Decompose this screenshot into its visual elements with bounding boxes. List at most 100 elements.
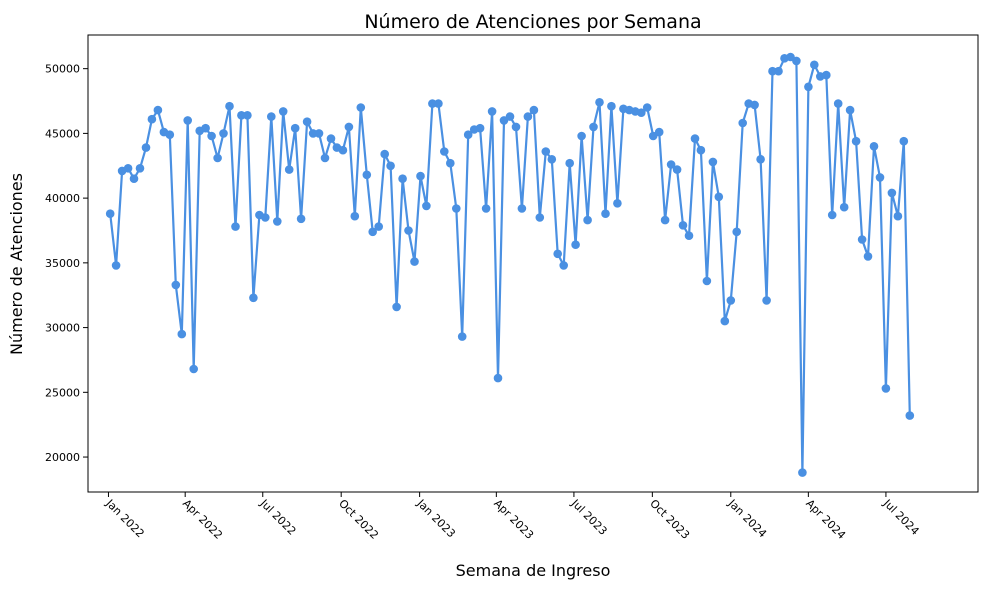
data-point xyxy=(249,293,258,303)
data-point xyxy=(290,123,300,133)
x-tick-label: Jul 2022 xyxy=(257,496,299,538)
data-point xyxy=(475,123,485,133)
data-point xyxy=(851,136,861,146)
data-point xyxy=(893,211,903,221)
data-point xyxy=(583,215,592,225)
data-point xyxy=(845,105,855,115)
data-point xyxy=(899,136,909,146)
data-point xyxy=(666,160,676,169)
data-point xyxy=(302,117,312,126)
chart-title: Número de Atenciones por Semana xyxy=(364,11,701,33)
plot-frame xyxy=(87,34,979,493)
x-tick-label: Jul 2023 xyxy=(568,496,610,538)
data-point xyxy=(284,165,294,174)
data-point xyxy=(857,235,867,244)
data-point xyxy=(678,221,688,230)
data-point xyxy=(708,157,718,167)
data-point xyxy=(762,296,771,305)
data-point xyxy=(511,122,521,132)
data-point xyxy=(541,147,551,156)
data-point xyxy=(219,129,228,138)
y-tick-label: 40000 xyxy=(45,192,80,205)
data-point xyxy=(225,101,234,111)
data-point xyxy=(732,227,741,237)
data-point xyxy=(589,122,598,132)
data-point xyxy=(690,134,700,143)
data-point xyxy=(869,142,879,151)
data-point xyxy=(905,411,915,420)
data-point xyxy=(273,217,282,226)
data-point xyxy=(171,280,181,290)
data-point xyxy=(493,373,503,383)
data-point xyxy=(684,231,694,240)
data-point xyxy=(338,145,348,155)
data-point xyxy=(601,209,610,218)
data-point xyxy=(105,209,115,218)
data-point xyxy=(887,188,897,198)
y-tick-label: 30000 xyxy=(45,322,80,335)
data-point xyxy=(189,364,198,374)
data-point xyxy=(177,329,187,339)
data-point xyxy=(344,122,354,132)
data-point xyxy=(446,158,455,168)
data-point xyxy=(201,123,210,133)
data-point xyxy=(565,158,574,168)
data-point xyxy=(702,276,712,286)
data-point xyxy=(416,171,425,181)
data-point xyxy=(434,99,443,108)
data-point xyxy=(129,174,139,183)
data-point xyxy=(368,227,378,237)
data-point xyxy=(111,261,121,270)
data-point xyxy=(422,201,431,211)
data-point xyxy=(839,202,849,212)
x-tick-label: Jan 2022 xyxy=(103,496,147,540)
data-point xyxy=(123,164,133,173)
y-tick-label: 35000 xyxy=(45,257,80,270)
data-point xyxy=(571,240,580,249)
data-point xyxy=(637,108,646,117)
x-tick-label: Oct 2022 xyxy=(336,497,381,542)
data-point xyxy=(696,145,706,155)
data-point xyxy=(535,213,545,222)
data-point xyxy=(613,199,622,208)
data-point xyxy=(822,70,831,80)
data-point xyxy=(875,173,885,182)
data-point xyxy=(261,213,270,222)
data-point xyxy=(827,210,837,220)
data-point xyxy=(326,134,336,143)
data-point xyxy=(356,103,366,112)
y-axis-title: Número de Atenciones xyxy=(7,173,26,355)
data-point xyxy=(207,131,216,141)
data-point xyxy=(523,112,533,121)
data-point xyxy=(165,130,175,139)
data-point xyxy=(810,60,819,70)
data-point xyxy=(547,155,557,164)
y-tick-label: 45000 xyxy=(45,127,80,140)
y-tick-label: 50000 xyxy=(45,63,80,76)
data-point xyxy=(768,66,777,76)
data-point xyxy=(553,249,562,259)
x-tick-label: Jan 2023 xyxy=(414,496,458,540)
data-point xyxy=(517,204,527,213)
data-point xyxy=(231,222,240,231)
data-point xyxy=(278,107,288,116)
data-point xyxy=(481,204,491,213)
data-point xyxy=(642,103,652,112)
data-point xyxy=(308,129,318,138)
x-tick-label: Oct 2023 xyxy=(647,497,692,542)
data-point xyxy=(374,222,384,231)
data-point xyxy=(505,112,515,121)
data-point xyxy=(487,107,497,116)
data-point xyxy=(237,111,246,120)
data-point xyxy=(607,101,616,111)
data-point xyxy=(213,153,222,163)
x-axis-title: Semana de Ingreso xyxy=(456,561,611,580)
x-tick-label: Apr 2023 xyxy=(491,497,536,542)
data-point xyxy=(463,130,473,139)
x-tick-label: Apr 2022 xyxy=(180,497,225,542)
data-point xyxy=(386,161,395,171)
data-point xyxy=(798,468,807,477)
data-point xyxy=(135,164,145,173)
data-point xyxy=(559,261,568,270)
data-point xyxy=(804,82,813,92)
